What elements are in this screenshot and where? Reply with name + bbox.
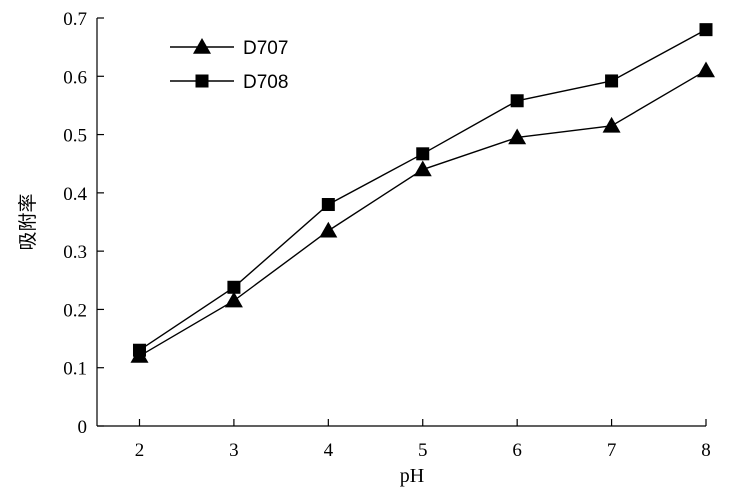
series-line-D708 xyxy=(139,29,707,351)
point-D708-7 xyxy=(605,74,619,88)
y-ticks: 0 0.1 0.2 0.3 0.4 0.5 0.6 0.7 xyxy=(63,9,104,438)
y-tick-label-0.5: 0.5 xyxy=(63,126,87,147)
legend-label-D708: D708 xyxy=(243,72,288,93)
point-D707-6 xyxy=(508,128,527,145)
point-D707-8 xyxy=(697,61,715,78)
legend-marker-D707 xyxy=(193,38,211,54)
series-line-D707 xyxy=(139,69,707,357)
y-axis-label: 吸附率 xyxy=(17,193,39,250)
point-D707-5 xyxy=(413,160,432,177)
series-D707 xyxy=(130,61,715,363)
y-tick-label-0.1: 0.1 xyxy=(63,359,87,380)
point-D708-4 xyxy=(321,198,335,212)
point-D707-4 xyxy=(319,221,338,238)
point-D707-7 xyxy=(602,116,621,133)
x-axis-label: pH xyxy=(400,465,424,487)
y-tick-label-0: 0 xyxy=(78,417,88,438)
x-tick-label-7: 7 xyxy=(607,440,617,461)
point-D707-3 xyxy=(224,291,243,308)
legend-label-D707: D707 xyxy=(243,38,288,59)
point-D708-5 xyxy=(416,147,430,161)
point-D708-8 xyxy=(699,23,713,37)
point-D708-2 xyxy=(132,343,146,357)
legend-item-D707: D707 xyxy=(170,38,288,59)
series-layer xyxy=(130,23,715,363)
x-tick-label-4: 4 xyxy=(324,440,334,461)
x-tick-label-6: 6 xyxy=(512,440,522,461)
y-tick-label-0.2: 0.2 xyxy=(63,300,87,321)
x-ticks: 2 3 4 5 6 7 8 xyxy=(135,419,711,461)
legend: D707 D708 xyxy=(170,38,288,93)
axes xyxy=(96,18,706,427)
legend-item-D708: D708 xyxy=(170,72,288,93)
y-tick-label-0.6: 0.6 xyxy=(63,67,87,88)
legend-marker-D708 xyxy=(195,74,209,88)
y-tick-label-0.7: 0.7 xyxy=(63,9,87,30)
x-tick-label-5: 5 xyxy=(418,440,428,461)
y-tick-label-0.4: 0.4 xyxy=(63,184,87,205)
point-D708-6 xyxy=(510,94,524,108)
x-tick-label-8: 8 xyxy=(701,440,711,461)
series-D708 xyxy=(132,23,713,357)
y-tick-label-0.3: 0.3 xyxy=(63,242,87,263)
point-D708-3 xyxy=(227,280,241,294)
x-tick-label-3: 3 xyxy=(229,440,239,461)
x-tick-label-2: 2 xyxy=(135,440,145,461)
